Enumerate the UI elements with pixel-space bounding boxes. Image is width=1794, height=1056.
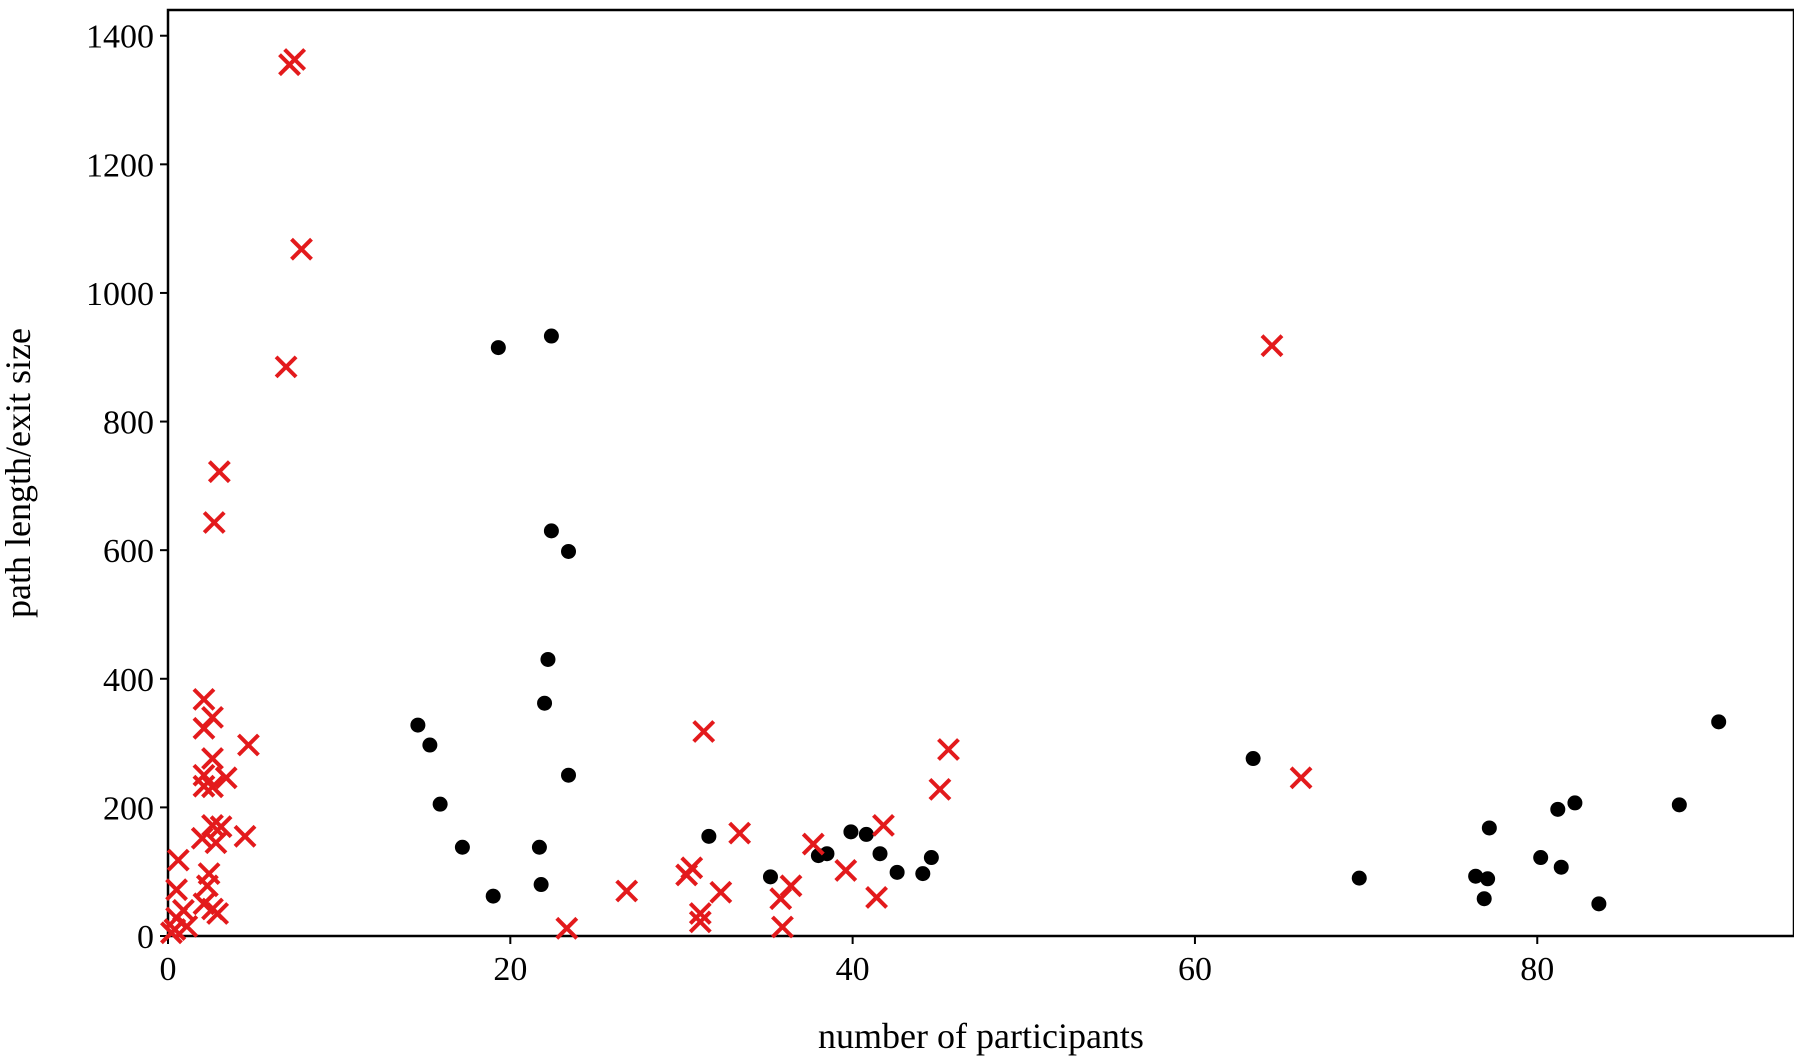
x-point <box>209 815 233 839</box>
y-tick-label: 1400 <box>86 19 154 56</box>
x-tick-label: 60 <box>1178 951 1212 988</box>
circle-point <box>1351 870 1367 886</box>
x-point <box>207 460 231 484</box>
x-point <box>688 902 712 925</box>
y-tick-label: 200 <box>103 790 154 827</box>
y-axis-label: path length/exit size <box>0 328 38 618</box>
circle-point <box>561 543 577 559</box>
x-tick-label: 20 <box>493 951 527 988</box>
circle-point <box>872 846 888 862</box>
circle-point <box>543 328 559 344</box>
circle-point <box>540 651 556 667</box>
circle-point <box>543 523 559 539</box>
x-point <box>274 355 298 379</box>
x-point <box>192 774 216 798</box>
plot-frame <box>166 8 1794 938</box>
x-point <box>195 874 219 898</box>
y-tick-label: 400 <box>103 662 154 699</box>
x-point <box>160 921 183 945</box>
x-point <box>692 720 716 743</box>
x-point <box>865 886 889 909</box>
circle-point <box>889 864 905 880</box>
circle-point <box>454 839 470 855</box>
circle-point <box>485 888 501 904</box>
circle-point <box>1550 801 1566 817</box>
circle-point <box>1591 896 1607 912</box>
x-point <box>233 824 257 848</box>
x-tick-label: 80 <box>1520 951 1554 988</box>
circle-point <box>701 828 717 844</box>
x-point <box>1289 766 1313 790</box>
x-point <box>214 766 238 790</box>
x-point <box>204 831 228 855</box>
x-point <box>206 902 230 925</box>
circle-point <box>762 869 778 885</box>
x-point <box>675 863 699 887</box>
x-tick-label: 40 <box>836 951 870 988</box>
x-point <box>290 237 313 261</box>
x-point <box>201 747 224 770</box>
circle-point <box>923 850 939 866</box>
y-axis-ticks: 0 200 400 600 800 1000 1200 1400 <box>86 19 168 956</box>
x-point <box>237 733 260 757</box>
circle-point <box>1245 751 1261 767</box>
x-point <box>1260 334 1284 358</box>
x-point <box>709 880 733 904</box>
y-tick-label: 0 <box>137 919 154 956</box>
circle-point <box>1481 820 1497 836</box>
x-point <box>928 777 952 801</box>
x-point <box>769 887 793 911</box>
circle-point <box>1480 871 1496 887</box>
x-point <box>872 813 895 837</box>
x-point <box>201 775 224 799</box>
circle-point <box>1711 714 1727 730</box>
x-point <box>192 716 216 740</box>
x-point <box>937 738 960 761</box>
circle-point <box>531 839 547 855</box>
circle-point <box>533 877 549 893</box>
y-tick-label: 600 <box>103 533 154 570</box>
circle-point <box>858 826 874 842</box>
circle-point <box>1468 868 1484 884</box>
x-point <box>555 916 579 940</box>
circle-point <box>1553 859 1569 875</box>
circle-point <box>410 717 426 733</box>
x-point <box>615 879 639 903</box>
x-point <box>801 832 825 856</box>
circle-point <box>422 737 438 753</box>
y-tick-label: 1000 <box>86 276 154 313</box>
circle-point <box>1533 850 1549 866</box>
x-point <box>834 858 858 882</box>
circle-point <box>1476 891 1492 907</box>
data-points <box>160 48 1727 945</box>
circle-point <box>843 824 859 840</box>
x-tick-label: 0 <box>160 951 177 988</box>
x-point <box>728 821 752 845</box>
x-point <box>190 826 214 850</box>
circle-point <box>819 846 835 862</box>
circle-point <box>915 866 931 882</box>
x-point <box>771 915 794 939</box>
x-point <box>278 53 301 77</box>
circle-point <box>490 340 506 356</box>
circle-point <box>537 695 553 711</box>
x-point <box>165 878 188 902</box>
circle-point <box>432 796 448 812</box>
circle-point <box>561 767 577 783</box>
x-point <box>166 848 190 872</box>
x-axis-label: number of participants <box>818 1016 1144 1056</box>
x-point <box>688 910 712 934</box>
x-point <box>202 511 226 534</box>
circle-point <box>1671 797 1687 813</box>
x-axis-ticks: 0 20 40 60 80 <box>160 936 1554 988</box>
y-tick-label: 1200 <box>86 147 154 184</box>
y-tick-label: 800 <box>103 405 154 442</box>
x-point <box>192 687 216 711</box>
circle-point <box>1567 795 1583 811</box>
